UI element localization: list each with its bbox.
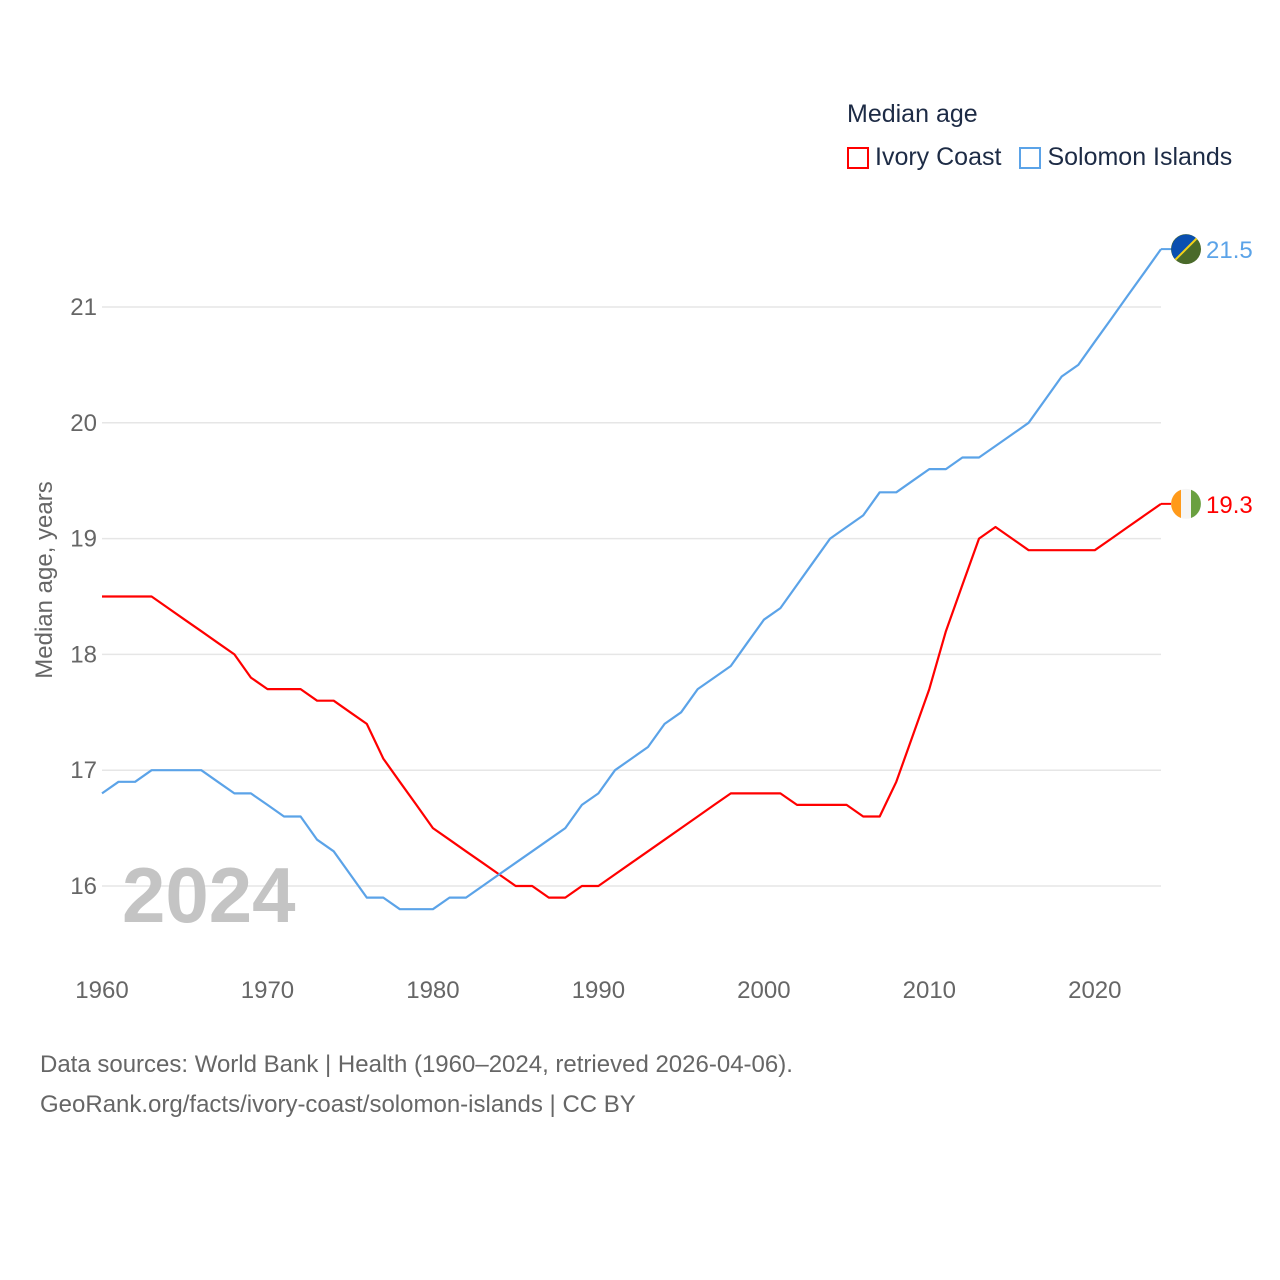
- series-line-ivory-coast: [102, 502, 1162, 899]
- y-tick-label: 20: [70, 410, 97, 437]
- series-line-solomon-islands: [101, 248, 1162, 911]
- footer: Data sources: World Bank | Health (1960–…: [40, 1045, 793, 1125]
- x-tick-label: 1980: [406, 977, 459, 1004]
- flag-stripe: [1174, 237, 1198, 261]
- legend-swatch: [847, 146, 869, 169]
- legend-label: Solomon Islands: [1047, 143, 1233, 171]
- y-tick-label: 19: [70, 526, 97, 553]
- legend: Ivory Coast Solomon Islands: [847, 143, 1232, 172]
- x-tick-label: 2010: [903, 977, 956, 1004]
- x-tick-label: 1970: [241, 977, 294, 1004]
- data-source: Data sources: World Bank | Health (1960–…: [40, 1051, 793, 1078]
- x-tick-label: 2000: [737, 977, 790, 1004]
- legend-item-solomon-islands[interactable]: Solomon Islands: [1019, 143, 1232, 172]
- y-tick-label: 18: [70, 641, 97, 668]
- legend-item-ivory-coast[interactable]: Ivory Coast: [847, 143, 1001, 172]
- year-watermark: 2024: [122, 851, 296, 939]
- y-axis-label: Median age, years: [31, 481, 58, 678]
- y-tick-label: 21: [70, 294, 97, 321]
- y-tick-label: 16: [70, 873, 97, 900]
- x-tick-label: 1960: [75, 977, 128, 1004]
- legend-title: Median age: [847, 100, 978, 128]
- flag-stripe: [1171, 489, 1181, 518]
- legend-label: Ivory Coast: [875, 143, 1002, 171]
- source-link[interactable]: GeoRank.org/facts/ivory-coast/solomon-is…: [40, 1091, 636, 1118]
- end-value-label: 19.3: [1206, 492, 1253, 519]
- legend-swatch: [1019, 146, 1042, 169]
- flag-stripe: [1191, 489, 1201, 518]
- y-tick-label: 17: [70, 757, 97, 784]
- flag-stripe: [1171, 234, 1197, 260]
- end-value-label: 21.5: [1206, 237, 1253, 264]
- x-tick-label: 2020: [1068, 977, 1121, 1004]
- x-tick-label: 1990: [572, 977, 625, 1004]
